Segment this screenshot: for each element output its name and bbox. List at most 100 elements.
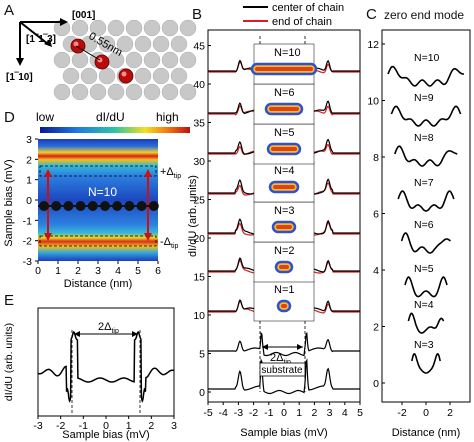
panel-b-plot: center of chain end of chain N=1N=2N=3N=… bbox=[188, 2, 363, 439]
lattice-atom bbox=[143, 19, 161, 37]
b-xtick-label: -1 bbox=[264, 407, 273, 419]
c-xtick-label: 0 bbox=[423, 407, 429, 419]
c-ytick-label: 12 bbox=[367, 39, 379, 51]
b-inset-label: N=1 bbox=[274, 284, 295, 296]
b-xtick-label: -5 bbox=[203, 407, 212, 419]
b-xtick-label: 4 bbox=[342, 407, 348, 419]
c-profile-line bbox=[411, 353, 441, 374]
b-xtick-label: -2 bbox=[249, 407, 258, 419]
d-yticks: -3 -2 -1 0 1 2 3 bbox=[23, 134, 38, 268]
dir-001-label: [001] bbox=[72, 10, 95, 21]
c-profile-line bbox=[387, 65, 465, 87]
chain-atom bbox=[112, 201, 123, 211]
panel-c-plot: N=10 N=9 N=8 N=7 N=6 N=5 N=4 N=3 0 2 4 6 8 10 12 -2 0 2… bbox=[367, 29, 471, 439]
lattice-atom bbox=[143, 51, 161, 69]
e-xtick-label: 1 bbox=[126, 420, 132, 432]
b-ytick-label: 30 bbox=[193, 156, 205, 168]
b-ytick-label: 40 bbox=[193, 79, 205, 91]
d-xticks: 0 1 2 3 4 5 6 bbox=[35, 261, 161, 277]
lattice-atom bbox=[125, 51, 143, 69]
b-inset-label: N=4 bbox=[274, 165, 295, 177]
lattice-atom bbox=[134, 67, 152, 85]
d-chain-label: N=10 bbox=[88, 185, 117, 199]
dir-1m10-label: [1‾10] bbox=[6, 71, 33, 83]
panel-d-letter: D bbox=[4, 109, 15, 126]
b-xtick-label: -3 bbox=[234, 407, 243, 419]
c-chain-label: N=4 bbox=[414, 299, 434, 311]
e-xtick-label: 0 bbox=[103, 420, 109, 432]
chain-atom bbox=[39, 201, 49, 211]
lattice-atom bbox=[170, 35, 188, 53]
d-ytick-label: -2 bbox=[23, 236, 32, 248]
lattice-atom bbox=[170, 67, 188, 85]
b-inset-label: N=10 bbox=[274, 47, 301, 59]
c-profiles: N=10 N=9 N=8 N=7 N=6 N=5 N=4 N=3 bbox=[387, 52, 465, 374]
colorbar bbox=[40, 127, 190, 133]
c-chain-label: N=8 bbox=[414, 132, 434, 144]
b-inset-core bbox=[269, 107, 299, 111]
lattice-atom bbox=[80, 67, 98, 85]
c-profile-line bbox=[390, 105, 462, 127]
b-xtick-label: 1 bbox=[296, 407, 302, 419]
b-ytick-label: 5 bbox=[199, 349, 205, 361]
b-ylabel: dI/dU (arb. units) bbox=[188, 175, 199, 257]
colorbar-mid-label: dI/dU bbox=[96, 110, 125, 124]
lattice-atom bbox=[179, 83, 197, 101]
d-ytick-label: 0 bbox=[26, 195, 32, 207]
lattice-atom bbox=[89, 83, 107, 101]
spacing-bar bbox=[75, 45, 101, 61]
c-ytick-label: 6 bbox=[373, 209, 379, 221]
chain-atom bbox=[51, 201, 62, 211]
d-ytick-label: -3 bbox=[23, 256, 32, 268]
c-profile-line bbox=[407, 312, 445, 334]
lattice-atom bbox=[179, 19, 197, 37]
d-ytick-label: 1 bbox=[26, 175, 32, 187]
lattice-atom bbox=[89, 19, 107, 37]
b-inset-core bbox=[271, 147, 297, 151]
b-inset-label: N=6 bbox=[274, 87, 295, 99]
c-ytick-label: 8 bbox=[373, 152, 379, 164]
lattice-atom bbox=[62, 67, 80, 85]
substrate-label: substrate bbox=[261, 365, 303, 376]
b-inset-core bbox=[281, 304, 287, 308]
chain-atoms bbox=[39, 201, 159, 211]
b-ytick-label: 20 bbox=[193, 233, 205, 245]
lattice-atom bbox=[125, 83, 143, 101]
legend-center: center of chain bbox=[272, 2, 344, 14]
d-ytick-label: -1 bbox=[23, 215, 32, 227]
e-xlabel: Sample bias (mV) bbox=[62, 429, 149, 441]
d-ytick-label: 3 bbox=[26, 134, 32, 146]
legend-end: end of chain bbox=[272, 16, 332, 28]
d-xtick-label: 5 bbox=[135, 265, 141, 277]
c-chain-label: N=7 bbox=[414, 177, 434, 189]
b-inset-label: N=3 bbox=[274, 205, 295, 217]
c-profile-line bbox=[397, 190, 455, 212]
c-xtick-label: -2 bbox=[397, 407, 406, 419]
panel-e-letter: E bbox=[4, 292, 15, 309]
b-xtick-label: 3 bbox=[327, 407, 333, 419]
b-inset-label: N=5 bbox=[274, 127, 295, 139]
b-ytick-label: 15 bbox=[193, 272, 205, 284]
lattice-atom bbox=[143, 83, 161, 101]
lattice-schematic: 0.55nm [001] [1‾1‾3] [1‾10] bbox=[6, 10, 197, 101]
c-xtick-label: 2 bbox=[447, 407, 453, 419]
chain-atom bbox=[75, 201, 86, 211]
e-gap-label: 2Δtip bbox=[98, 321, 119, 335]
lattice-atom bbox=[71, 19, 89, 37]
arrow-1m13-head bbox=[44, 39, 52, 47]
lattice-atom bbox=[98, 35, 116, 53]
b-spectrum-center bbox=[208, 358, 360, 395]
b-ytick-label: 45 bbox=[193, 41, 205, 53]
panel-b-letter: B bbox=[192, 6, 203, 23]
d-xtick-label: 6 bbox=[155, 265, 161, 277]
lattice-atom bbox=[116, 35, 134, 53]
b-xtick-label: -4 bbox=[219, 407, 228, 419]
panel-e-plot: 2Δtip -3 -2 -1 0 1 2 3 dI/dU (arb. units) Samp… bbox=[3, 307, 177, 441]
minus-tip-box bbox=[39, 235, 157, 247]
e-xtick-label: -1 bbox=[79, 420, 88, 432]
chain-atom bbox=[124, 201, 135, 211]
colorbar-high-label: high bbox=[156, 110, 179, 124]
b-ytick-label: 10 bbox=[193, 310, 205, 322]
lattice-atom bbox=[161, 83, 179, 101]
d-xtick-label: 3 bbox=[95, 265, 101, 277]
